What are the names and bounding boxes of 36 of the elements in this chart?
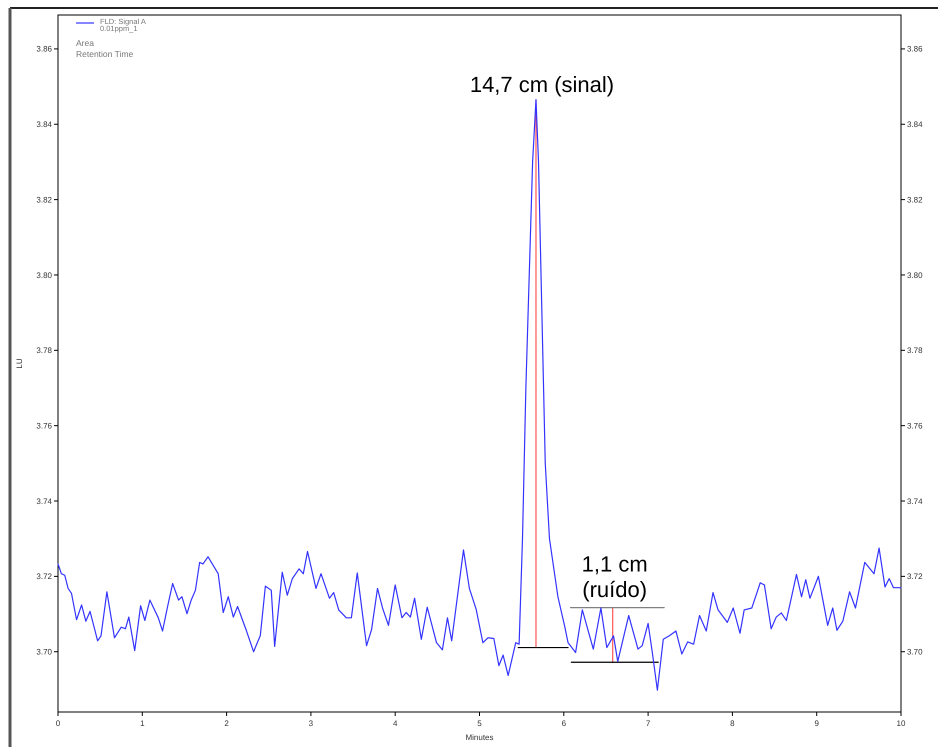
line-series [57, 99, 902, 691]
y-tick-label: 3.70 [36, 648, 53, 657]
y2-tick-label: 3.82 [907, 195, 924, 204]
x-tick-label: 3 [308, 719, 314, 728]
y-tick-label: 3.80 [36, 270, 53, 280]
y-tick-label: 3.78 [36, 346, 53, 356]
x-tick-label: 4 [392, 719, 398, 728]
x-tick-label: 9 [814, 719, 820, 728]
y-tick-label: 3.76 [36, 421, 53, 430]
y-axis-title: LU [15, 358, 24, 369]
x-tick-label: 7 [646, 719, 651, 728]
y2-tick-label: 3.84 [907, 120, 924, 130]
y2-tick-label: 3.80 [907, 270, 924, 280]
y-tick-label: 3.82 [36, 195, 53, 204]
annotation: Area [76, 38, 94, 48]
y2-tick-label: 3.76 [907, 421, 924, 430]
x-tick-label: 8 [730, 719, 736, 728]
x-tick-label: 10 [896, 719, 906, 728]
y-tick-label: 3.84 [36, 120, 53, 130]
annotation: 14,7 cm (sinal) [470, 72, 614, 97]
y2-tick-label: 3.74 [907, 496, 924, 506]
y-tick-label: 3.72 [36, 572, 53, 582]
y2-tick-label: 3.86 [907, 44, 924, 54]
y2-tick-label: 3.70 [907, 648, 924, 657]
annotation: 1,1 cm (ruído) [582, 552, 648, 602]
x-tick-label: 1 [140, 719, 146, 728]
x-axis-title: Minutes [465, 733, 494, 742]
x-tick-label: 2 [224, 719, 230, 728]
y2-tick-label: 3.72 [907, 572, 924, 582]
x-tick-label: 0 [56, 719, 61, 728]
x-tick-label: 5 [477, 719, 482, 728]
annotation: Retention Time [76, 49, 134, 59]
y-tick-label: 3.74 [36, 496, 53, 506]
y-tick-label: 3.86 [36, 44, 53, 54]
x-tick-label: 6 [562, 719, 567, 728]
y2-tick-label: 3.78 [907, 346, 924, 356]
